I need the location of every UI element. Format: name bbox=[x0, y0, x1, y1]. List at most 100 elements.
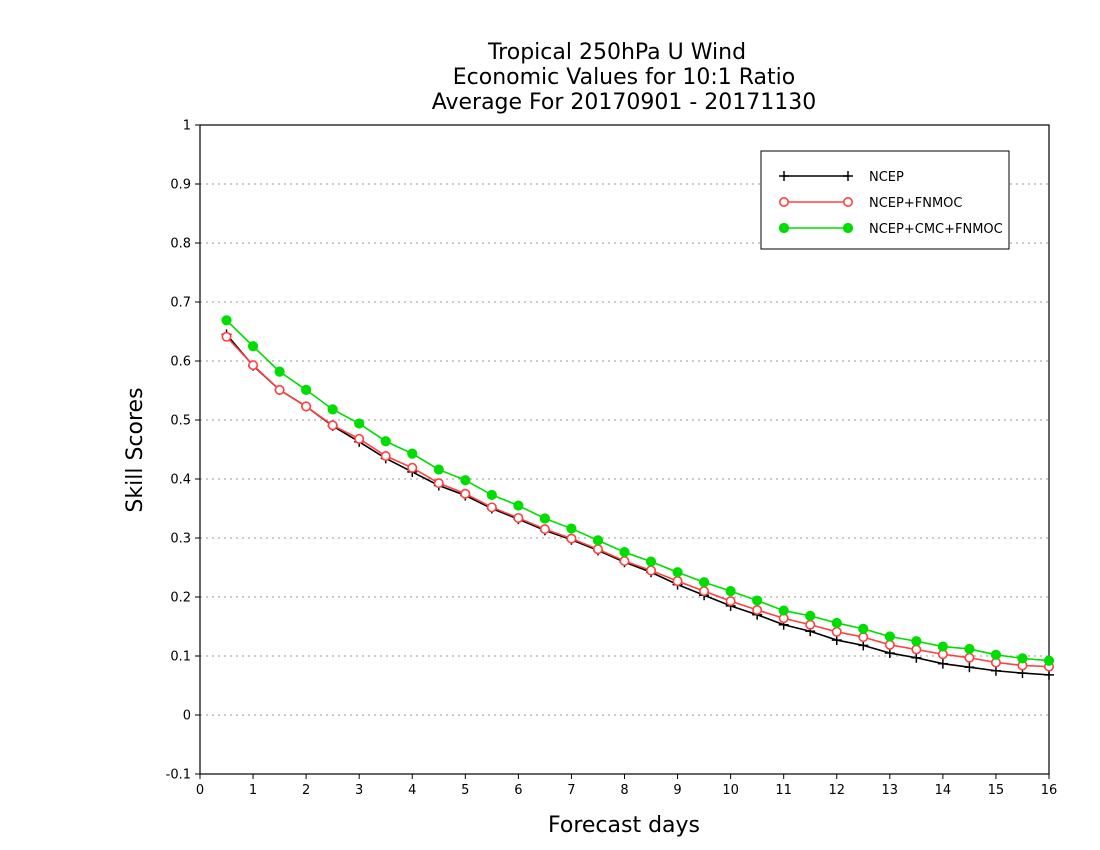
legend: NCEP NCEP+FNMOC NCEP+CMC+FNMOC bbox=[760, 150, 1010, 250]
series-line bbox=[225, 336, 1050, 668]
data-point bbox=[752, 595, 763, 606]
data-point bbox=[248, 360, 259, 371]
x-axis-label: Forecast days bbox=[548, 813, 700, 838]
data-point bbox=[221, 315, 232, 326]
x-tick-label: 0 bbox=[196, 783, 204, 798]
data-point bbox=[539, 513, 551, 524]
data-point bbox=[884, 639, 895, 650]
data-point bbox=[911, 644, 922, 655]
data-point bbox=[725, 596, 736, 607]
x-axis: 0 1 2 3 4 5 6 7 8 9 10 11 12 13 14 15 16 bbox=[196, 774, 1057, 798]
data-point bbox=[911, 636, 922, 647]
series-line bbox=[225, 319, 1050, 662]
data-point bbox=[433, 478, 444, 489]
data-point bbox=[247, 341, 259, 352]
x-tick-label: 11 bbox=[775, 783, 792, 798]
data-point bbox=[964, 643, 975, 655]
data-point bbox=[592, 544, 603, 555]
data-point bbox=[221, 331, 232, 342]
data-point bbox=[752, 604, 763, 615]
legend-marker bbox=[778, 222, 790, 234]
data-point bbox=[566, 523, 577, 534]
x-tick-label: 16 bbox=[1041, 783, 1058, 798]
data-point bbox=[433, 464, 444, 475]
y-tick-label: 0.7 bbox=[170, 296, 191, 311]
legend-marker bbox=[842, 222, 854, 234]
legend-label: NCEP+FNMOC bbox=[869, 196, 962, 211]
data-point bbox=[486, 502, 497, 513]
data-point bbox=[407, 448, 418, 459]
data-point bbox=[1043, 655, 1055, 666]
y-axis-label: Skill Scores bbox=[123, 387, 148, 512]
data-point bbox=[354, 418, 365, 429]
series-ncep-fnmoc bbox=[221, 331, 1055, 672]
legend-marker bbox=[842, 197, 853, 208]
data-point bbox=[672, 567, 683, 578]
y-tick-label: -0.1 bbox=[166, 768, 191, 783]
data-point bbox=[831, 626, 842, 637]
y-axis: -0.1 0 0.1 0.2 0.3 0.4 0.5 0.6 0.7 0.8 0.9 1 bbox=[166, 119, 200, 783]
legend-item: NCEP bbox=[779, 170, 904, 185]
data-point bbox=[539, 524, 550, 535]
data-point bbox=[698, 577, 710, 588]
x-tick-label: 12 bbox=[828, 783, 845, 798]
legend-box bbox=[760, 150, 1010, 250]
data-point bbox=[274, 366, 285, 377]
series-group bbox=[221, 315, 1055, 680]
y-tick-label: 0.9 bbox=[170, 178, 191, 193]
legend-marker bbox=[843, 171, 853, 181]
legend-label: NCEP+CMC+FNMOC bbox=[869, 222, 1003, 237]
data-point bbox=[964, 662, 975, 673]
legend-marker bbox=[779, 171, 789, 181]
data-point bbox=[1017, 653, 1028, 664]
data-point bbox=[327, 420, 338, 431]
series-ncep bbox=[221, 329, 1054, 680]
data-point bbox=[884, 631, 895, 642]
gridlines bbox=[200, 183, 1049, 716]
data-point bbox=[831, 617, 842, 629]
x-tick-label: 3 bbox=[355, 783, 363, 798]
y-tick-label: 0.1 bbox=[170, 650, 191, 665]
data-point bbox=[778, 605, 789, 616]
x-tick-label: 10 bbox=[722, 783, 739, 798]
series-ncep-cmc-fnmoc bbox=[221, 315, 1055, 666]
data-point bbox=[274, 384, 285, 395]
y-tick-label: 0.8 bbox=[170, 237, 191, 252]
data-point bbox=[460, 488, 471, 499]
x-tick-label: 15 bbox=[988, 783, 1005, 798]
data-point bbox=[407, 462, 418, 473]
legend-label: NCEP bbox=[869, 170, 904, 185]
data-point bbox=[672, 576, 683, 587]
data-point bbox=[964, 652, 975, 663]
data-point bbox=[645, 556, 657, 567]
y-tick-label: 0.6 bbox=[170, 355, 191, 370]
data-point bbox=[327, 404, 338, 415]
data-point bbox=[592, 535, 604, 546]
data-point bbox=[566, 533, 577, 544]
x-tick-label: 13 bbox=[882, 783, 899, 798]
data-point bbox=[725, 586, 736, 597]
y-tick-label: 0.2 bbox=[170, 591, 191, 606]
chart-title-line2: Economic Values for 10:1 Ratio bbox=[453, 65, 795, 90]
x-tick-label: 1 bbox=[249, 783, 257, 798]
x-tick-label: 2 bbox=[302, 783, 310, 798]
data-point bbox=[990, 649, 1002, 660]
y-tick-label: 0.4 bbox=[170, 473, 191, 488]
data-point bbox=[937, 641, 948, 652]
data-point bbox=[354, 433, 365, 444]
x-tick-label: 6 bbox=[514, 783, 522, 798]
series-line bbox=[225, 333, 1050, 676]
data-point bbox=[486, 489, 497, 501]
x-tick-label: 14 bbox=[935, 783, 952, 798]
data-point bbox=[858, 623, 869, 634]
legend-marker bbox=[778, 197, 789, 208]
data-point bbox=[937, 658, 948, 669]
data-point bbox=[805, 610, 816, 621]
data-point bbox=[858, 632, 869, 643]
y-tick-label: 1 bbox=[183, 119, 191, 134]
data-point bbox=[513, 500, 524, 511]
data-point bbox=[619, 547, 630, 558]
data-point bbox=[380, 450, 391, 461]
x-tick-label: 5 bbox=[461, 783, 469, 798]
